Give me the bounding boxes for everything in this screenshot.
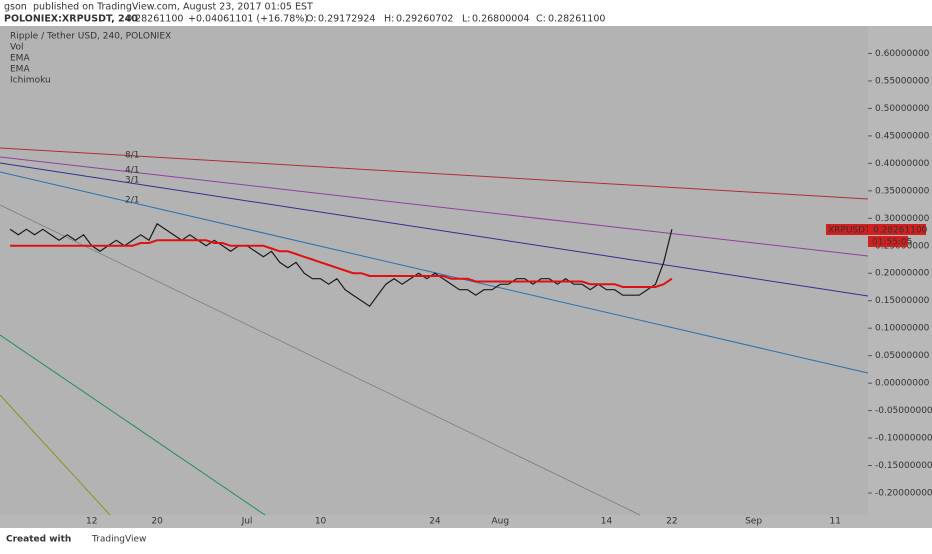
x-tick-label: 22 <box>666 517 677 527</box>
y-tick-label: -0.20000000 <box>875 489 932 499</box>
tag-timer: 01:55:05 <box>872 238 912 248</box>
y-tick-label: -0.15000000 <box>875 461 932 471</box>
y-tick-label: -0.10000000 <box>875 434 932 444</box>
x-tick-label: 24 <box>429 517 441 527</box>
fan-line <box>0 334 266 516</box>
x-tick-label: Sep <box>745 517 762 527</box>
fan-line <box>0 204 641 516</box>
y-tick-label: 0.10000000 <box>875 324 930 334</box>
y-tick-label: 0.50000000 <box>875 104 930 114</box>
x-tick-label: Jul <box>241 517 253 527</box>
fan-label: 4/1 <box>125 166 139 176</box>
y-tick-label: 0.05000000 <box>875 351 930 361</box>
tag-bg <box>826 224 870 235</box>
h-label: H: <box>384 14 394 25</box>
y-tick-label: 0.55000000 <box>875 76 930 86</box>
y-tick-label: 0.30000000 <box>875 214 930 224</box>
time-axis <box>0 515 868 528</box>
change: +0.04061101 (+16.78%) <box>188 14 308 25</box>
fan-label: 2/1 <box>125 196 139 206</box>
x-tick-label: 12 <box>86 517 97 527</box>
open: 0.29172924 <box>318 14 375 25</box>
price-line <box>10 239 673 288</box>
price-axis <box>868 26 932 528</box>
l-label: L: <box>462 14 471 25</box>
footer-created: Created with <box>6 535 71 545</box>
legend-item: EMA <box>10 54 30 64</box>
y-tick-label: 0.45000000 <box>875 131 930 141</box>
y-tick-label: 0.20000000 <box>875 269 930 279</box>
y-tick-label: 0.35000000 <box>875 186 930 196</box>
plot-background <box>0 26 868 515</box>
fan-lines <box>0 147 869 516</box>
tag-price: 0.28261100 <box>873 226 928 236</box>
legend-item: EMA <box>10 65 30 75</box>
high: 0.29260702 <box>396 14 453 25</box>
tag-symbol: XRPUSDT <box>828 226 871 236</box>
x-tick-label: 20 <box>151 517 163 527</box>
close: 0.28261100 <box>548 14 605 25</box>
author: gson <box>4 2 27 13</box>
legend-item: Vol <box>10 43 23 53</box>
last-price: 0.28261100 <box>126 14 183 25</box>
x-tick-label: Aug <box>491 517 509 527</box>
fan-label: 3/1 <box>125 176 139 186</box>
y-tick-label: -0.05000000 <box>875 406 932 416</box>
y-tick-label: 0.40000000 <box>875 159 930 169</box>
fan-line <box>0 171 869 374</box>
x-tick-label: 11 <box>830 517 841 527</box>
fan-line <box>0 394 111 516</box>
symbol: POLONIEX:XRPUSDT, 240 <box>4 14 138 25</box>
fan-line <box>0 156 869 257</box>
low: 0.26800004 <box>472 14 529 25</box>
tag-bg <box>868 224 926 235</box>
footer-brand[interactable]: TradingView <box>91 535 146 545</box>
c-label: C: <box>536 14 546 25</box>
y-tick-label: 0.00000000 <box>875 379 930 389</box>
fan-line <box>0 162 869 297</box>
fan-line <box>0 147 869 200</box>
legend-item: Ripple / Tether USD, 240, POLONIEX <box>10 32 171 42</box>
x-tick-label: 14 <box>601 517 613 527</box>
published: published on TradingView.com, August 23,… <box>33 2 313 13</box>
y-tick-label: 0.60000000 <box>875 49 930 59</box>
legend-item: Ichimoku <box>10 76 51 86</box>
x-tick-label: 10 <box>315 517 327 527</box>
tag-bg <box>868 236 908 247</box>
fan-label: 8/1 <box>125 151 139 161</box>
y-tick-label: 0.15000000 <box>875 296 930 306</box>
o-label: O: <box>306 14 317 25</box>
